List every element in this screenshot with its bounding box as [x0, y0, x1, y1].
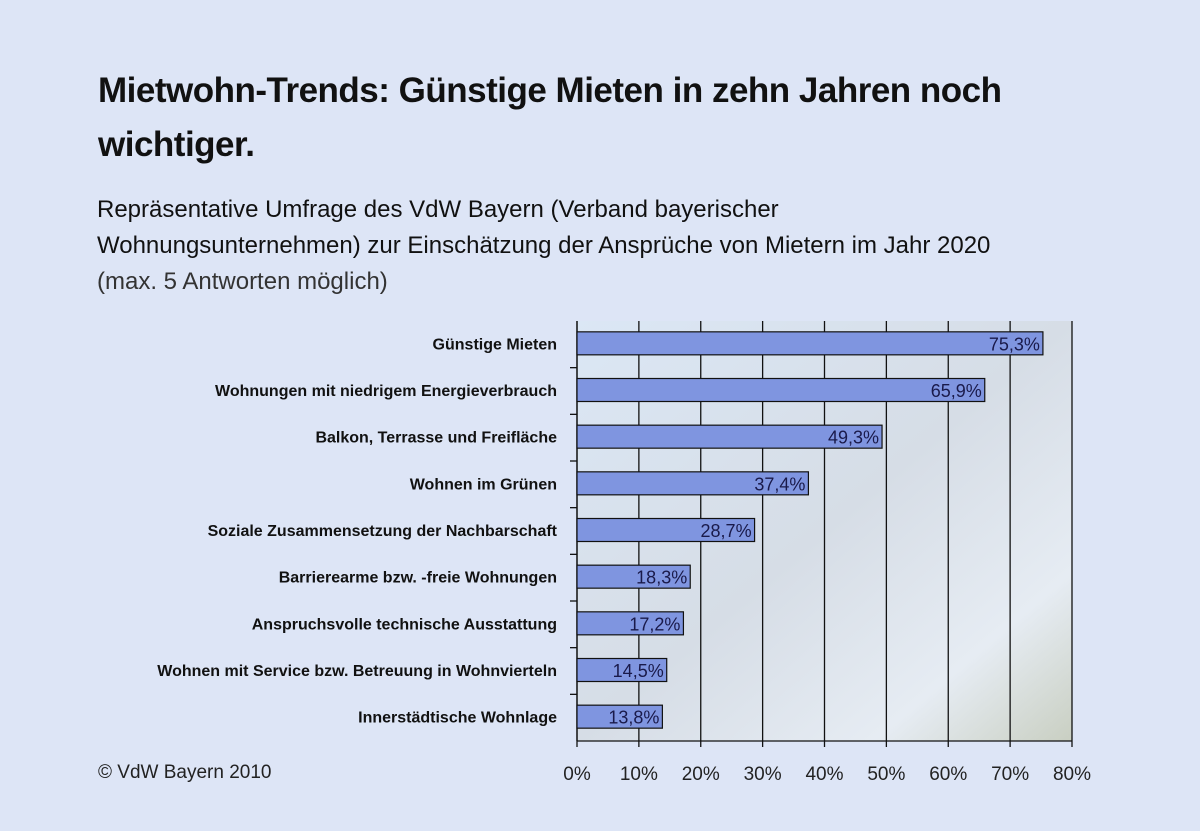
bar [576, 564, 691, 589]
category-label: Balkon, Terrasse und Freifläche [315, 430, 557, 447]
x-tick-label: 60% [929, 764, 967, 785]
chart-subtitle: Repräsentative Umfrage des VdW Bayern (V… [97, 192, 997, 300]
data-label: 17,2% [629, 614, 680, 634]
chart-title: Mietwohn-Trends: Günstige Mieten in zehn… [98, 71, 1002, 164]
subtitle-text: Repräsentative Umfrage des VdW Bayern (V… [97, 196, 991, 259]
category-label: Wohnen mit Service bzw. Betreuung in Woh… [157, 663, 557, 680]
bar [576, 517, 756, 543]
bar [576, 471, 810, 496]
x-tick-label: 0% [563, 764, 591, 785]
data-label: 49,3% [828, 428, 879, 448]
x-tick-label: 20% [682, 764, 720, 785]
bar [576, 424, 883, 449]
category-label: Soziale Zusammensetzung der Nachbarschaf… [208, 523, 558, 540]
category-label: Günstige Mieten [433, 336, 557, 353]
category-label: Wohnungen mit niedrigem Energieverbrauch [215, 383, 557, 400]
x-tick-label: 30% [744, 764, 782, 785]
subtitle-note: (max. 5 Antworten möglich) [97, 268, 388, 295]
bar [576, 377, 986, 403]
copyright: © VdW Bayern 2010 [98, 762, 272, 783]
data-label: 65,9% [931, 381, 982, 401]
data-label: 28,7% [701, 521, 752, 541]
bar [576, 704, 663, 729]
bar [576, 657, 668, 683]
category-label: Barrierearme bzw. -freie Wohnungen [279, 570, 557, 587]
x-tick-label: 80% [1053, 764, 1091, 785]
data-label: 75,3% [989, 334, 1040, 354]
data-label: 14,5% [613, 661, 664, 681]
x-tick-label: 70% [991, 764, 1029, 785]
x-tick-label: 40% [805, 764, 843, 785]
bar [576, 611, 685, 636]
x-tick-label: 50% [867, 764, 905, 785]
x-tick-label: 10% [620, 764, 658, 785]
data-label: 13,8% [608, 708, 659, 728]
data-label: 37,4% [754, 474, 805, 494]
data-label: 18,3% [636, 568, 687, 588]
category-label: Innerstädtische Wohnlage [358, 710, 557, 727]
category-label: Wohnen im Grünen [410, 476, 557, 493]
category-label: Anspruchsvolle technische Ausstattung [252, 616, 557, 633]
bar [576, 331, 1044, 356]
